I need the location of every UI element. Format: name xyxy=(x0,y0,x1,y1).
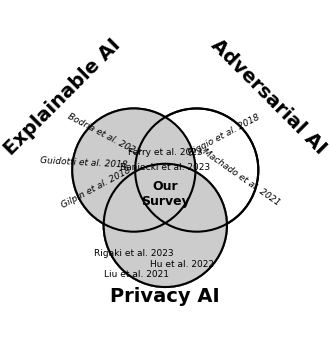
Text: Baniecki et al. 2023: Baniecki et al. 2023 xyxy=(120,163,210,172)
Polygon shape xyxy=(72,108,227,287)
Text: Adversarial AI: Adversarial AI xyxy=(207,36,330,159)
Text: Explainable AI: Explainable AI xyxy=(0,35,124,159)
Text: Privacy AI: Privacy AI xyxy=(111,287,220,306)
Text: Ferry et al. 2023: Ferry et al. 2023 xyxy=(128,148,203,157)
Text: Bodria et al. 2023: Bodria et al. 2023 xyxy=(66,112,141,158)
Text: Machado et al. 2021: Machado et al. 2021 xyxy=(200,147,281,208)
Circle shape xyxy=(135,108,258,232)
Text: Biggio et al. 2018: Biggio et al. 2018 xyxy=(187,112,262,158)
Circle shape xyxy=(72,108,195,232)
Text: Our
Survey: Our Survey xyxy=(141,180,190,208)
Circle shape xyxy=(104,164,227,287)
Text: Gilpin et al. 2018: Gilpin et al. 2018 xyxy=(60,165,132,210)
Text: Hu et al. 2022: Hu et al. 2022 xyxy=(149,260,214,269)
Text: Guidotti et al. 2018: Guidotti et al. 2018 xyxy=(40,156,127,169)
Text: Liu et al. 2021: Liu et al. 2021 xyxy=(104,270,169,279)
Text: Rigaki et al. 2023: Rigaki et al. 2023 xyxy=(94,248,174,257)
